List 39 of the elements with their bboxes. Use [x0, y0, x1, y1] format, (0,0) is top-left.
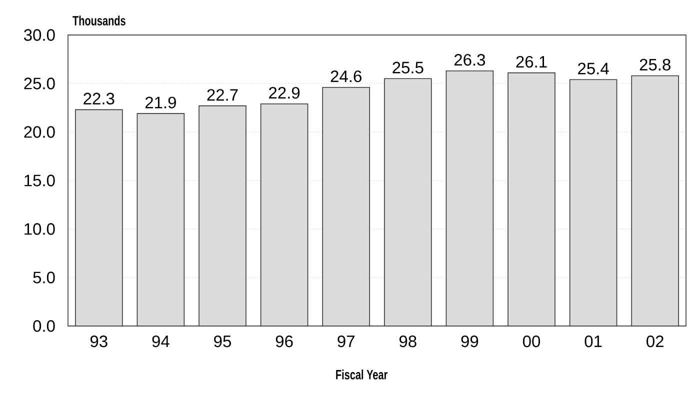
data-label: 22.9 [269, 86, 300, 99]
bar [260, 103, 308, 326]
x-tick-label: 94 [152, 336, 170, 348]
data-label: 22.7 [207, 89, 238, 101]
bar [446, 70, 494, 326]
x-tick-label: 97 [338, 336, 354, 348]
bar [569, 79, 618, 326]
x-tick-label: 93 [90, 336, 108, 348]
data-label: 24.6 [330, 70, 362, 82]
y-axis-title: Thousands [72, 16, 126, 26]
data-label: 22.3 [84, 92, 114, 104]
bar [198, 105, 246, 326]
data-label: 25.5 [392, 62, 424, 74]
x-tick-label: 00 [522, 336, 540, 348]
bar [75, 109, 123, 326]
x-tick-label: 01 [584, 336, 602, 348]
bar [631, 75, 679, 326]
data-label: 26.3 [454, 54, 486, 66]
y-tick-label: 5.0 [33, 272, 55, 284]
y-tick-label: 30.0 [24, 29, 55, 41]
x-tick-label: 98 [400, 336, 416, 348]
bar [508, 72, 556, 326]
bar [322, 86, 370, 326]
data-label: 26.1 [516, 56, 547, 68]
y-tick-label: 20.0 [24, 126, 55, 138]
y-tick-label: 0.0 [33, 320, 55, 332]
y-tick-label: 10.0 [24, 223, 55, 235]
x-axis-title: Fiscal Year [336, 370, 388, 380]
data-label: 21.9 [145, 96, 176, 108]
x-tick-label: 02 [646, 336, 664, 348]
x-tick-label: 99 [461, 336, 478, 348]
x-tick-label: 95 [214, 336, 231, 348]
bar [384, 78, 432, 326]
data-label: 25.4 [578, 62, 609, 74]
data-label: 25.8 [640, 58, 670, 71]
y-tick-label: 15.0 [24, 174, 55, 186]
x-tick-label: 96 [276, 336, 293, 348]
y-tick-label: 25.0 [24, 78, 55, 90]
bar [136, 113, 185, 326]
